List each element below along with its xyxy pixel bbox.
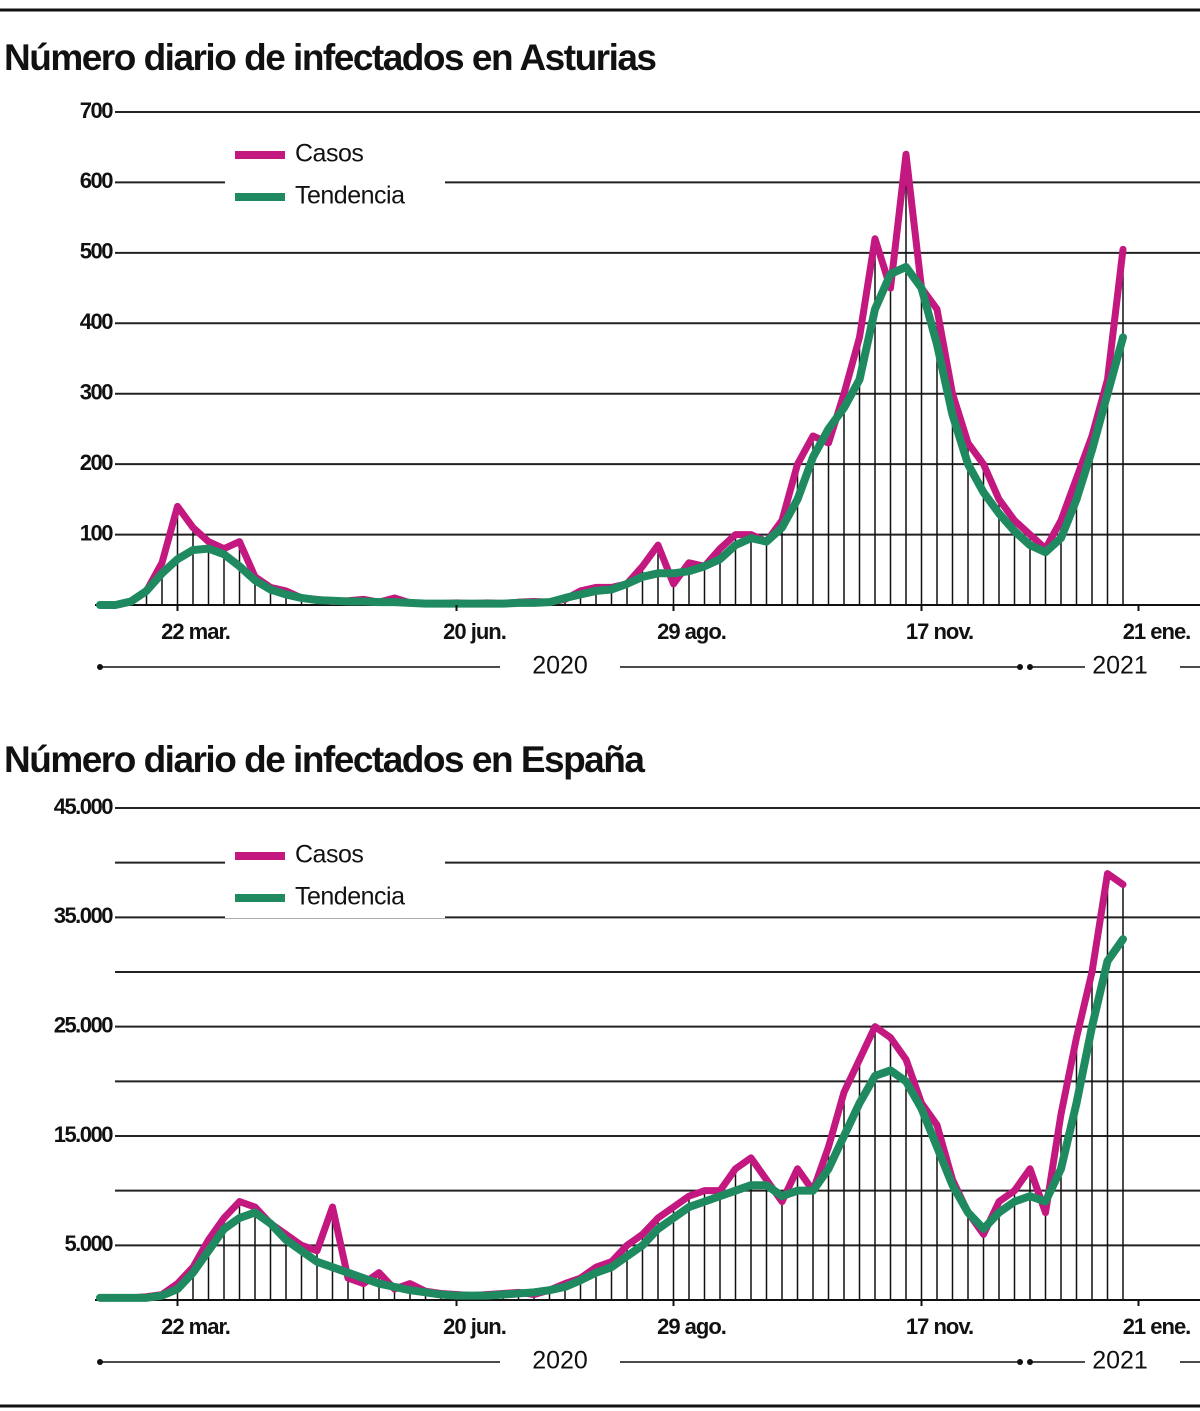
x-tick-label: 22 mar.	[161, 1314, 230, 1339]
trend-line	[96, 935, 1127, 1302]
y-tick-label: 35.000	[54, 903, 114, 928]
legend-label: Tendencia	[295, 182, 405, 210]
tick-label-bg	[20, 98, 115, 126]
x-tick-label: 20 jun.	[443, 1314, 506, 1339]
cases-line	[96, 150, 1127, 609]
x-tick-label: 21 ene.	[1123, 1314, 1191, 1339]
year-span-end	[1027, 1359, 1033, 1365]
y-tick-label: 15.000	[54, 1122, 114, 1147]
tick-label-bg	[20, 450, 115, 479]
year-span-end	[1017, 664, 1023, 670]
tick-label-bg	[20, 1012, 115, 1041]
x-tick-label: 17 nov.	[906, 619, 973, 644]
y-tick-label: 600	[80, 168, 113, 193]
tick-label-bg	[20, 903, 115, 932]
year-label: 2021	[1092, 1347, 1148, 1375]
trend-line	[96, 262, 1127, 609]
year-label: 2020	[532, 652, 588, 680]
x-tick-label: 29 ago.	[657, 619, 726, 644]
tick-label-bg	[20, 1122, 115, 1150]
year-label: 2021	[1092, 652, 1148, 680]
tick-label-bg	[20, 309, 115, 338]
legend-label: Casos	[295, 140, 363, 168]
x-tick-label: 29 ago.	[657, 1314, 726, 1339]
y-tick-label: 500	[80, 239, 113, 264]
y-tick-label: 400	[80, 309, 113, 334]
y-tick-label: 25.000	[54, 1012, 114, 1037]
tick-label-bg	[20, 168, 115, 197]
tick-label-bg	[20, 520, 115, 549]
x-tick-label: 20 jun.	[443, 619, 506, 644]
year-span-end	[97, 1359, 103, 1365]
y-tick-label: 100	[80, 520, 113, 545]
tick-label-bg	[20, 238, 115, 267]
y-tick-label: 300	[80, 380, 113, 405]
x-tick-label: 21 ene.	[1123, 619, 1191, 644]
x-tick-label: 22 mar.	[161, 619, 230, 644]
y-tick-label: 5.000	[64, 1231, 113, 1256]
y-tick-label: 200	[80, 450, 113, 475]
tick-label-bg	[20, 1231, 115, 1260]
tick-label-bg	[20, 379, 115, 408]
legend-label: Tendencia	[295, 883, 405, 911]
tick-label-bg	[20, 794, 115, 822]
year-span-end	[97, 664, 103, 670]
cases-line	[96, 870, 1127, 1302]
y-tick-label: 700	[80, 98, 113, 123]
chart-title: Número diario de infectados en Asturias	[4, 37, 656, 78]
x-tick-label: 17 nov.	[906, 1314, 973, 1339]
year-span-end	[1027, 664, 1033, 670]
chart-title: Número diario de infectados en España	[4, 739, 645, 780]
y-tick-label: 45.000	[54, 794, 114, 819]
legend-label: Casos	[295, 841, 363, 869]
year-label: 2020	[532, 1347, 588, 1375]
year-span-end	[1017, 1359, 1023, 1365]
